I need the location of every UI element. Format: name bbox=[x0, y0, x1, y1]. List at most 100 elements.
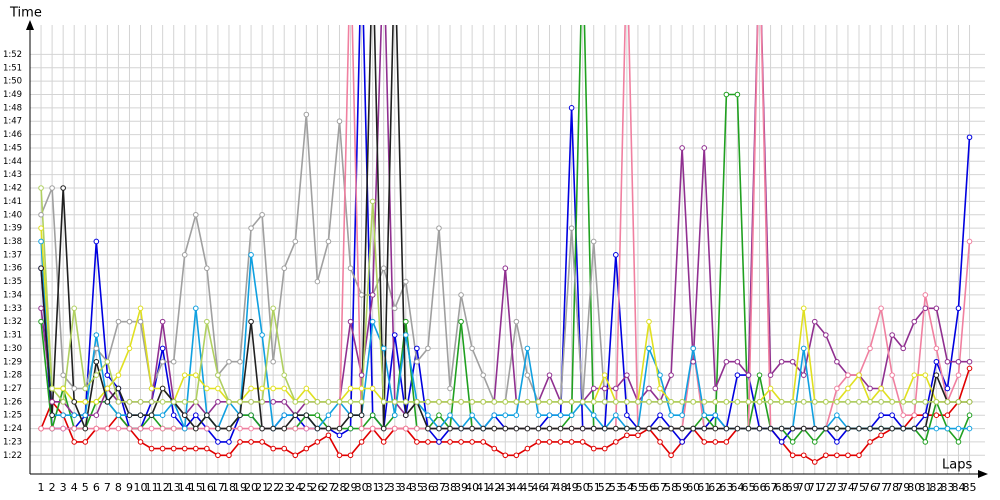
lap-point bbox=[557, 412, 564, 419]
x-tick-label: 48 bbox=[554, 481, 568, 494]
lap-point bbox=[966, 358, 973, 365]
lap-point bbox=[148, 385, 155, 392]
lap-point bbox=[93, 399, 100, 405]
lap-point bbox=[436, 412, 442, 419]
lap-point bbox=[137, 439, 144, 445]
x-tick-label: 74 bbox=[841, 481, 855, 494]
lap-point bbox=[314, 399, 321, 405]
lap-point bbox=[425, 345, 431, 352]
lap-point bbox=[502, 399, 509, 405]
lap-point bbox=[204, 445, 210, 452]
lap-point bbox=[159, 318, 166, 325]
lap-point bbox=[181, 445, 188, 452]
lap-point bbox=[955, 305, 962, 312]
y-tick-label: 1:28 bbox=[3, 371, 22, 381]
lap-point bbox=[701, 425, 708, 432]
lap-point bbox=[391, 305, 398, 312]
lap-point bbox=[248, 318, 254, 325]
lap-point bbox=[458, 425, 464, 432]
lap-point bbox=[635, 399, 641, 405]
lap-point bbox=[159, 358, 166, 365]
x-tick-label: 38 bbox=[443, 481, 457, 494]
lap-point bbox=[115, 372, 122, 378]
x-tick-label: 83 bbox=[940, 481, 954, 494]
x-tick-label: 82 bbox=[929, 481, 943, 494]
y-tick-label: 1:22 bbox=[3, 451, 22, 461]
lap-point bbox=[425, 412, 431, 419]
lap-point bbox=[845, 452, 851, 459]
lap-point bbox=[646, 385, 652, 392]
lap-point bbox=[867, 385, 873, 392]
lap-point bbox=[590, 425, 597, 432]
lap-point bbox=[767, 385, 774, 392]
lap-point bbox=[657, 399, 663, 405]
lap-point bbox=[911, 425, 918, 432]
lap-point bbox=[192, 399, 199, 405]
lap-point bbox=[292, 425, 299, 432]
lap-point bbox=[270, 385, 276, 392]
lap-point bbox=[811, 439, 818, 445]
lap-point bbox=[259, 211, 265, 218]
y-tick-label: 1:36 bbox=[3, 264, 22, 274]
lap-point bbox=[911, 372, 918, 378]
lap-point bbox=[403, 425, 409, 432]
lap-point bbox=[811, 459, 818, 465]
lap-point bbox=[170, 399, 177, 405]
lap-point bbox=[137, 305, 144, 312]
lap-point bbox=[557, 399, 564, 405]
lap-point bbox=[878, 385, 884, 392]
x-tick-label: 68 bbox=[775, 481, 789, 494]
lap-point bbox=[303, 399, 310, 405]
lap-point bbox=[137, 412, 144, 419]
x-tick-label: 39 bbox=[454, 481, 468, 494]
lap-point bbox=[944, 399, 951, 405]
lap-point bbox=[966, 134, 973, 141]
lap-point bbox=[414, 345, 420, 352]
lap-point bbox=[524, 425, 531, 432]
lap-point bbox=[834, 439, 840, 445]
lap-point bbox=[49, 185, 55, 191]
lap-point bbox=[646, 345, 652, 352]
lap-point bbox=[281, 385, 288, 392]
lap-point bbox=[93, 345, 100, 352]
lap-point bbox=[347, 265, 354, 272]
lap-point bbox=[115, 385, 122, 392]
lap-point bbox=[557, 425, 564, 432]
lap-point bbox=[933, 399, 940, 405]
lap-point bbox=[613, 425, 619, 432]
x-tick-label: 3 bbox=[60, 481, 67, 494]
lap-point bbox=[800, 452, 807, 459]
y-tick-label: 1:26 bbox=[3, 397, 22, 407]
lap-point bbox=[369, 292, 376, 298]
lap-point bbox=[93, 372, 100, 378]
lap-point bbox=[679, 412, 685, 419]
lap-point bbox=[568, 412, 575, 419]
lap-point bbox=[248, 225, 254, 231]
lap-point bbox=[579, 439, 586, 445]
lap-point bbox=[601, 445, 608, 452]
lap-point bbox=[933, 372, 940, 378]
lap-point bbox=[889, 412, 895, 419]
x-tick-label: 27 bbox=[321, 481, 335, 494]
lap-point bbox=[590, 399, 597, 405]
lap-point bbox=[159, 385, 166, 392]
x-tick-label: 8 bbox=[115, 481, 122, 494]
lap-point bbox=[535, 425, 542, 432]
lap-point bbox=[82, 412, 89, 419]
lap-point bbox=[546, 439, 553, 445]
lap-point bbox=[834, 358, 840, 365]
x-tick-label: 57 bbox=[653, 481, 667, 494]
x-tick-label: 11 bbox=[145, 481, 159, 494]
lap-point bbox=[624, 432, 630, 439]
lap-point bbox=[679, 425, 685, 432]
lap-point bbox=[325, 432, 332, 439]
x-tick-label: 36 bbox=[421, 481, 435, 494]
y-arrow bbox=[26, 20, 34, 30]
lap-point bbox=[259, 425, 265, 432]
y-tick-label: 1:23 bbox=[3, 437, 22, 447]
lap-point bbox=[469, 345, 475, 352]
lap-point bbox=[369, 198, 376, 205]
lap-point bbox=[601, 385, 608, 392]
lap-point bbox=[159, 445, 166, 452]
lap-point bbox=[646, 399, 652, 405]
